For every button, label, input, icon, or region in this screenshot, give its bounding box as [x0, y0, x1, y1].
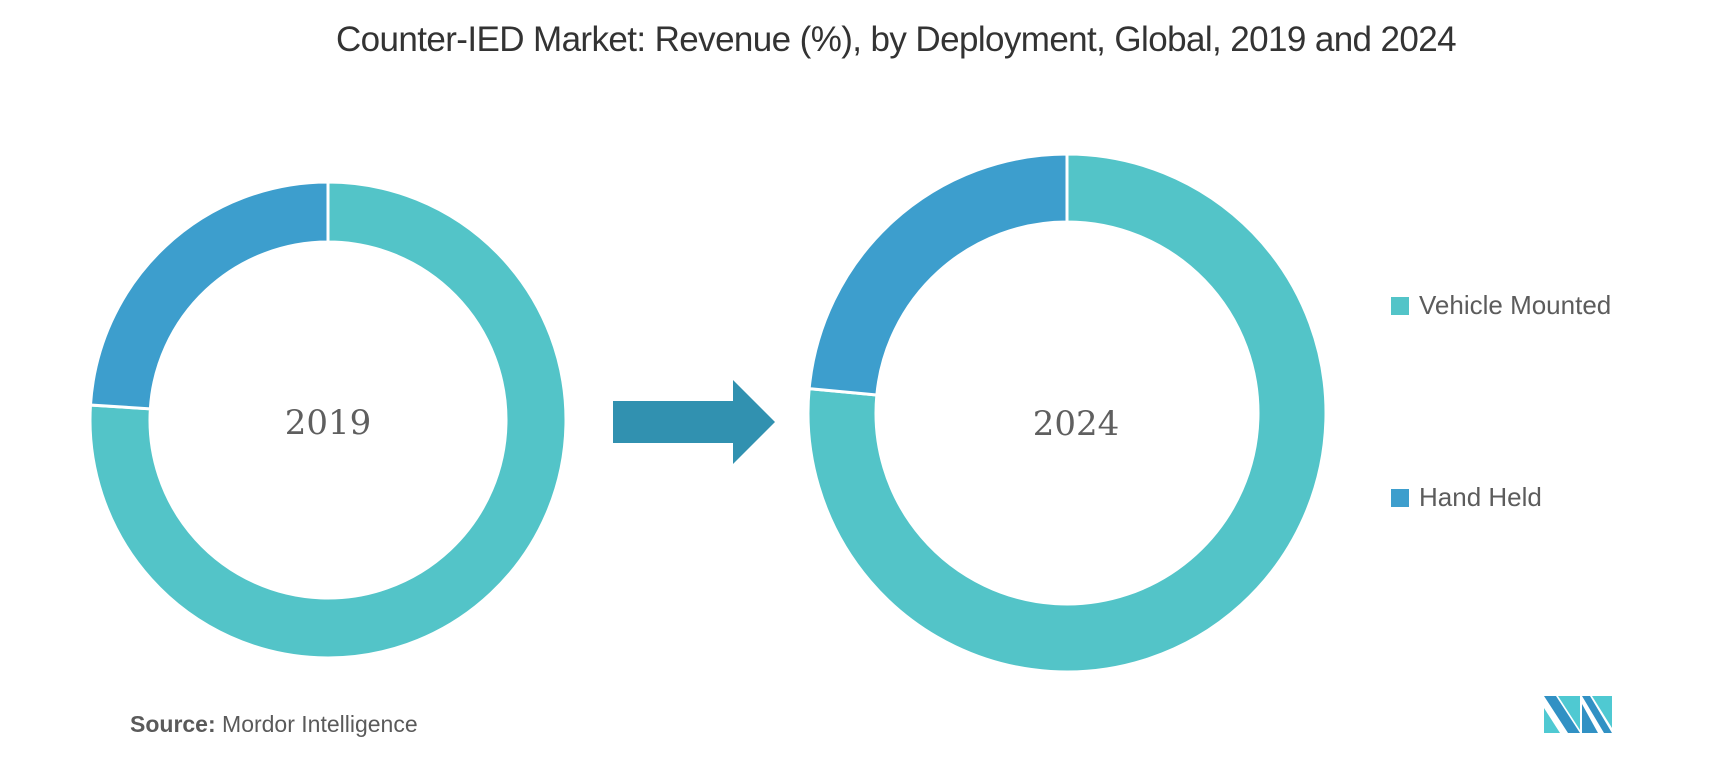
donut-center-label-2024: 2024	[1033, 404, 1120, 444]
source-note: Source: Mordor Intelligence	[130, 711, 418, 738]
source-prefix: Source:	[130, 711, 216, 737]
donut-segment-vehicle-mounted	[88, 180, 568, 660]
donut-segment-vehicle-mounted	[806, 152, 1328, 674]
legend-item-hand-held: Hand Held	[1389, 482, 1542, 513]
source-text: Mordor Intelligence	[222, 711, 418, 737]
right-arrow-icon	[613, 380, 775, 464]
donut-chart-2019	[88, 180, 568, 660]
donut-chart-2024	[806, 152, 1328, 674]
legend-label: Hand Held	[1419, 482, 1542, 512]
donut-segment-hand-held	[88, 180, 330, 411]
legend-swatch-vehicle-mounted	[1389, 294, 1411, 317]
legend-item-vehicle-mounted: Vehicle Mounted	[1389, 290, 1611, 321]
legend-swatch-hand-held	[1389, 486, 1411, 509]
donut-center-label-2019: 2019	[285, 403, 372, 443]
legend-label: Vehicle Mounted	[1419, 290, 1612, 320]
mordor-intelligence-logo-icon	[1544, 696, 1612, 733]
chart-title: Counter-IED Market: Revenue (%), by Depl…	[335, 20, 1457, 59]
donut-segment-hand-held	[807, 152, 1069, 397]
